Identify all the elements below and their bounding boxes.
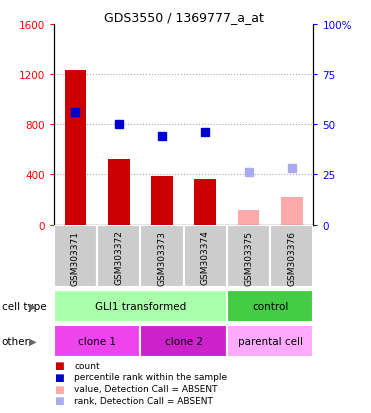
Bar: [227, 290, 313, 322]
Bar: [238, 210, 259, 225]
Bar: [54, 225, 97, 287]
Text: other: other: [2, 336, 30, 347]
Text: parental cell: parental cell: [238, 336, 303, 347]
Text: rank, Detection Call = ABSENT: rank, Detection Call = ABSENT: [74, 396, 213, 405]
Bar: [54, 325, 140, 357]
Bar: [281, 197, 303, 225]
Text: clone 2: clone 2: [165, 336, 203, 347]
Bar: [227, 225, 270, 287]
Text: control: control: [252, 301, 288, 311]
Bar: [54, 290, 227, 322]
Text: GSM303372: GSM303372: [114, 230, 123, 285]
Bar: [140, 325, 227, 357]
Bar: [227, 325, 313, 357]
Text: GSM303375: GSM303375: [244, 230, 253, 285]
Bar: [270, 225, 313, 287]
Text: ▶: ▶: [29, 301, 36, 311]
Text: value, Detection Call = ABSENT: value, Detection Call = ABSENT: [74, 384, 218, 393]
Text: ■: ■: [54, 372, 63, 382]
Text: ■: ■: [54, 361, 63, 370]
Bar: [65, 71, 86, 225]
Text: GSM303371: GSM303371: [71, 230, 80, 285]
Text: ■: ■: [54, 384, 63, 394]
Bar: [140, 225, 184, 287]
Bar: [108, 160, 129, 225]
Text: ▶: ▶: [29, 336, 36, 347]
Bar: [184, 225, 227, 287]
Title: GDS3550 / 1369777_a_at: GDS3550 / 1369777_a_at: [104, 11, 263, 24]
Text: GSM303374: GSM303374: [201, 230, 210, 285]
Bar: [97, 225, 140, 287]
Text: GSM303373: GSM303373: [158, 230, 167, 285]
Text: clone 1: clone 1: [78, 336, 116, 347]
Bar: [151, 176, 173, 225]
Text: ■: ■: [54, 395, 63, 405]
Text: cell type: cell type: [2, 301, 46, 311]
Text: count: count: [74, 361, 100, 370]
Text: GLI1 transformed: GLI1 transformed: [95, 301, 186, 311]
Bar: [194, 180, 216, 225]
Text: percentile rank within the sample: percentile rank within the sample: [74, 373, 227, 382]
Text: GSM303376: GSM303376: [288, 230, 296, 285]
